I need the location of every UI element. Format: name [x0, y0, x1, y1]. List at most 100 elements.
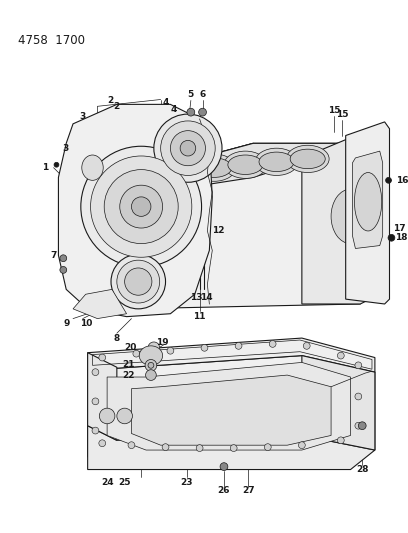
Text: 2: 2	[114, 102, 120, 111]
Circle shape	[145, 359, 157, 371]
Text: 22: 22	[122, 370, 134, 379]
Circle shape	[167, 348, 174, 354]
Ellipse shape	[255, 148, 298, 175]
Circle shape	[104, 169, 178, 244]
Ellipse shape	[82, 155, 103, 180]
Ellipse shape	[259, 152, 294, 172]
Polygon shape	[58, 104, 212, 317]
Circle shape	[99, 354, 106, 361]
Ellipse shape	[290, 149, 325, 168]
Text: 19: 19	[156, 338, 169, 348]
Text: 12: 12	[212, 227, 225, 236]
Polygon shape	[88, 426, 375, 470]
Circle shape	[92, 427, 99, 434]
Text: 24: 24	[101, 478, 113, 487]
Polygon shape	[353, 151, 383, 248]
Circle shape	[303, 342, 310, 349]
Circle shape	[117, 408, 133, 424]
Text: 11: 11	[193, 312, 206, 321]
Text: 18: 18	[395, 233, 408, 243]
Circle shape	[299, 442, 305, 449]
Circle shape	[99, 408, 115, 424]
Circle shape	[91, 156, 192, 257]
Ellipse shape	[197, 158, 232, 177]
Text: 2: 2	[107, 96, 113, 105]
Polygon shape	[107, 362, 350, 450]
Text: 8: 8	[114, 334, 120, 343]
Circle shape	[120, 185, 163, 228]
Circle shape	[187, 108, 195, 116]
Ellipse shape	[228, 155, 263, 174]
Text: 26: 26	[218, 487, 230, 496]
Text: 23: 23	[181, 478, 193, 487]
Circle shape	[201, 344, 208, 351]
Ellipse shape	[331, 189, 370, 244]
Circle shape	[337, 352, 344, 359]
Polygon shape	[302, 134, 380, 304]
Text: 9: 9	[64, 319, 70, 328]
Circle shape	[386, 177, 391, 183]
Polygon shape	[88, 338, 375, 372]
Ellipse shape	[193, 154, 236, 181]
Text: 3: 3	[62, 144, 68, 152]
Circle shape	[337, 437, 344, 443]
Text: 3: 3	[80, 111, 86, 120]
Text: 1: 1	[42, 163, 49, 172]
Text: 15: 15	[328, 106, 340, 115]
Circle shape	[92, 398, 99, 405]
Text: 15: 15	[335, 110, 348, 119]
Polygon shape	[73, 289, 126, 319]
Circle shape	[60, 266, 67, 273]
Text: 7: 7	[50, 251, 56, 260]
Circle shape	[355, 362, 362, 369]
Circle shape	[92, 369, 99, 376]
Polygon shape	[126, 158, 360, 309]
Text: 4: 4	[170, 105, 177, 114]
Circle shape	[128, 442, 135, 449]
Circle shape	[133, 350, 140, 357]
Ellipse shape	[355, 173, 382, 231]
Text: 4758  1700: 4758 1700	[18, 34, 84, 47]
Circle shape	[148, 342, 160, 354]
Circle shape	[264, 443, 271, 450]
Circle shape	[196, 445, 203, 451]
Polygon shape	[346, 122, 390, 304]
Circle shape	[235, 342, 242, 349]
Polygon shape	[131, 375, 331, 445]
Circle shape	[388, 235, 395, 241]
Circle shape	[269, 341, 276, 348]
Text: 27: 27	[242, 487, 255, 496]
Ellipse shape	[224, 151, 267, 179]
Circle shape	[180, 140, 196, 156]
Ellipse shape	[286, 146, 329, 173]
Text: 10: 10	[80, 319, 92, 328]
Circle shape	[220, 463, 228, 471]
Circle shape	[131, 197, 151, 216]
Polygon shape	[302, 356, 375, 450]
Text: 6: 6	[200, 90, 206, 99]
Circle shape	[81, 146, 202, 267]
Circle shape	[199, 108, 206, 116]
Circle shape	[117, 260, 160, 303]
Circle shape	[111, 254, 166, 309]
Text: 14: 14	[200, 293, 213, 302]
Text: 20: 20	[124, 343, 136, 352]
Circle shape	[154, 114, 222, 182]
Circle shape	[162, 443, 169, 450]
Text: 21: 21	[122, 360, 134, 369]
Text: 28: 28	[356, 465, 368, 474]
Text: 16: 16	[396, 176, 408, 185]
Circle shape	[60, 255, 67, 262]
Circle shape	[171, 131, 206, 166]
Circle shape	[146, 370, 156, 381]
Ellipse shape	[139, 346, 163, 365]
Text: 5: 5	[188, 90, 194, 99]
Polygon shape	[126, 143, 360, 197]
Circle shape	[230, 445, 237, 451]
Circle shape	[355, 422, 362, 429]
Text: 17: 17	[393, 223, 406, 232]
Polygon shape	[88, 353, 117, 440]
Circle shape	[358, 422, 366, 430]
Polygon shape	[126, 143, 360, 309]
Circle shape	[148, 362, 154, 368]
